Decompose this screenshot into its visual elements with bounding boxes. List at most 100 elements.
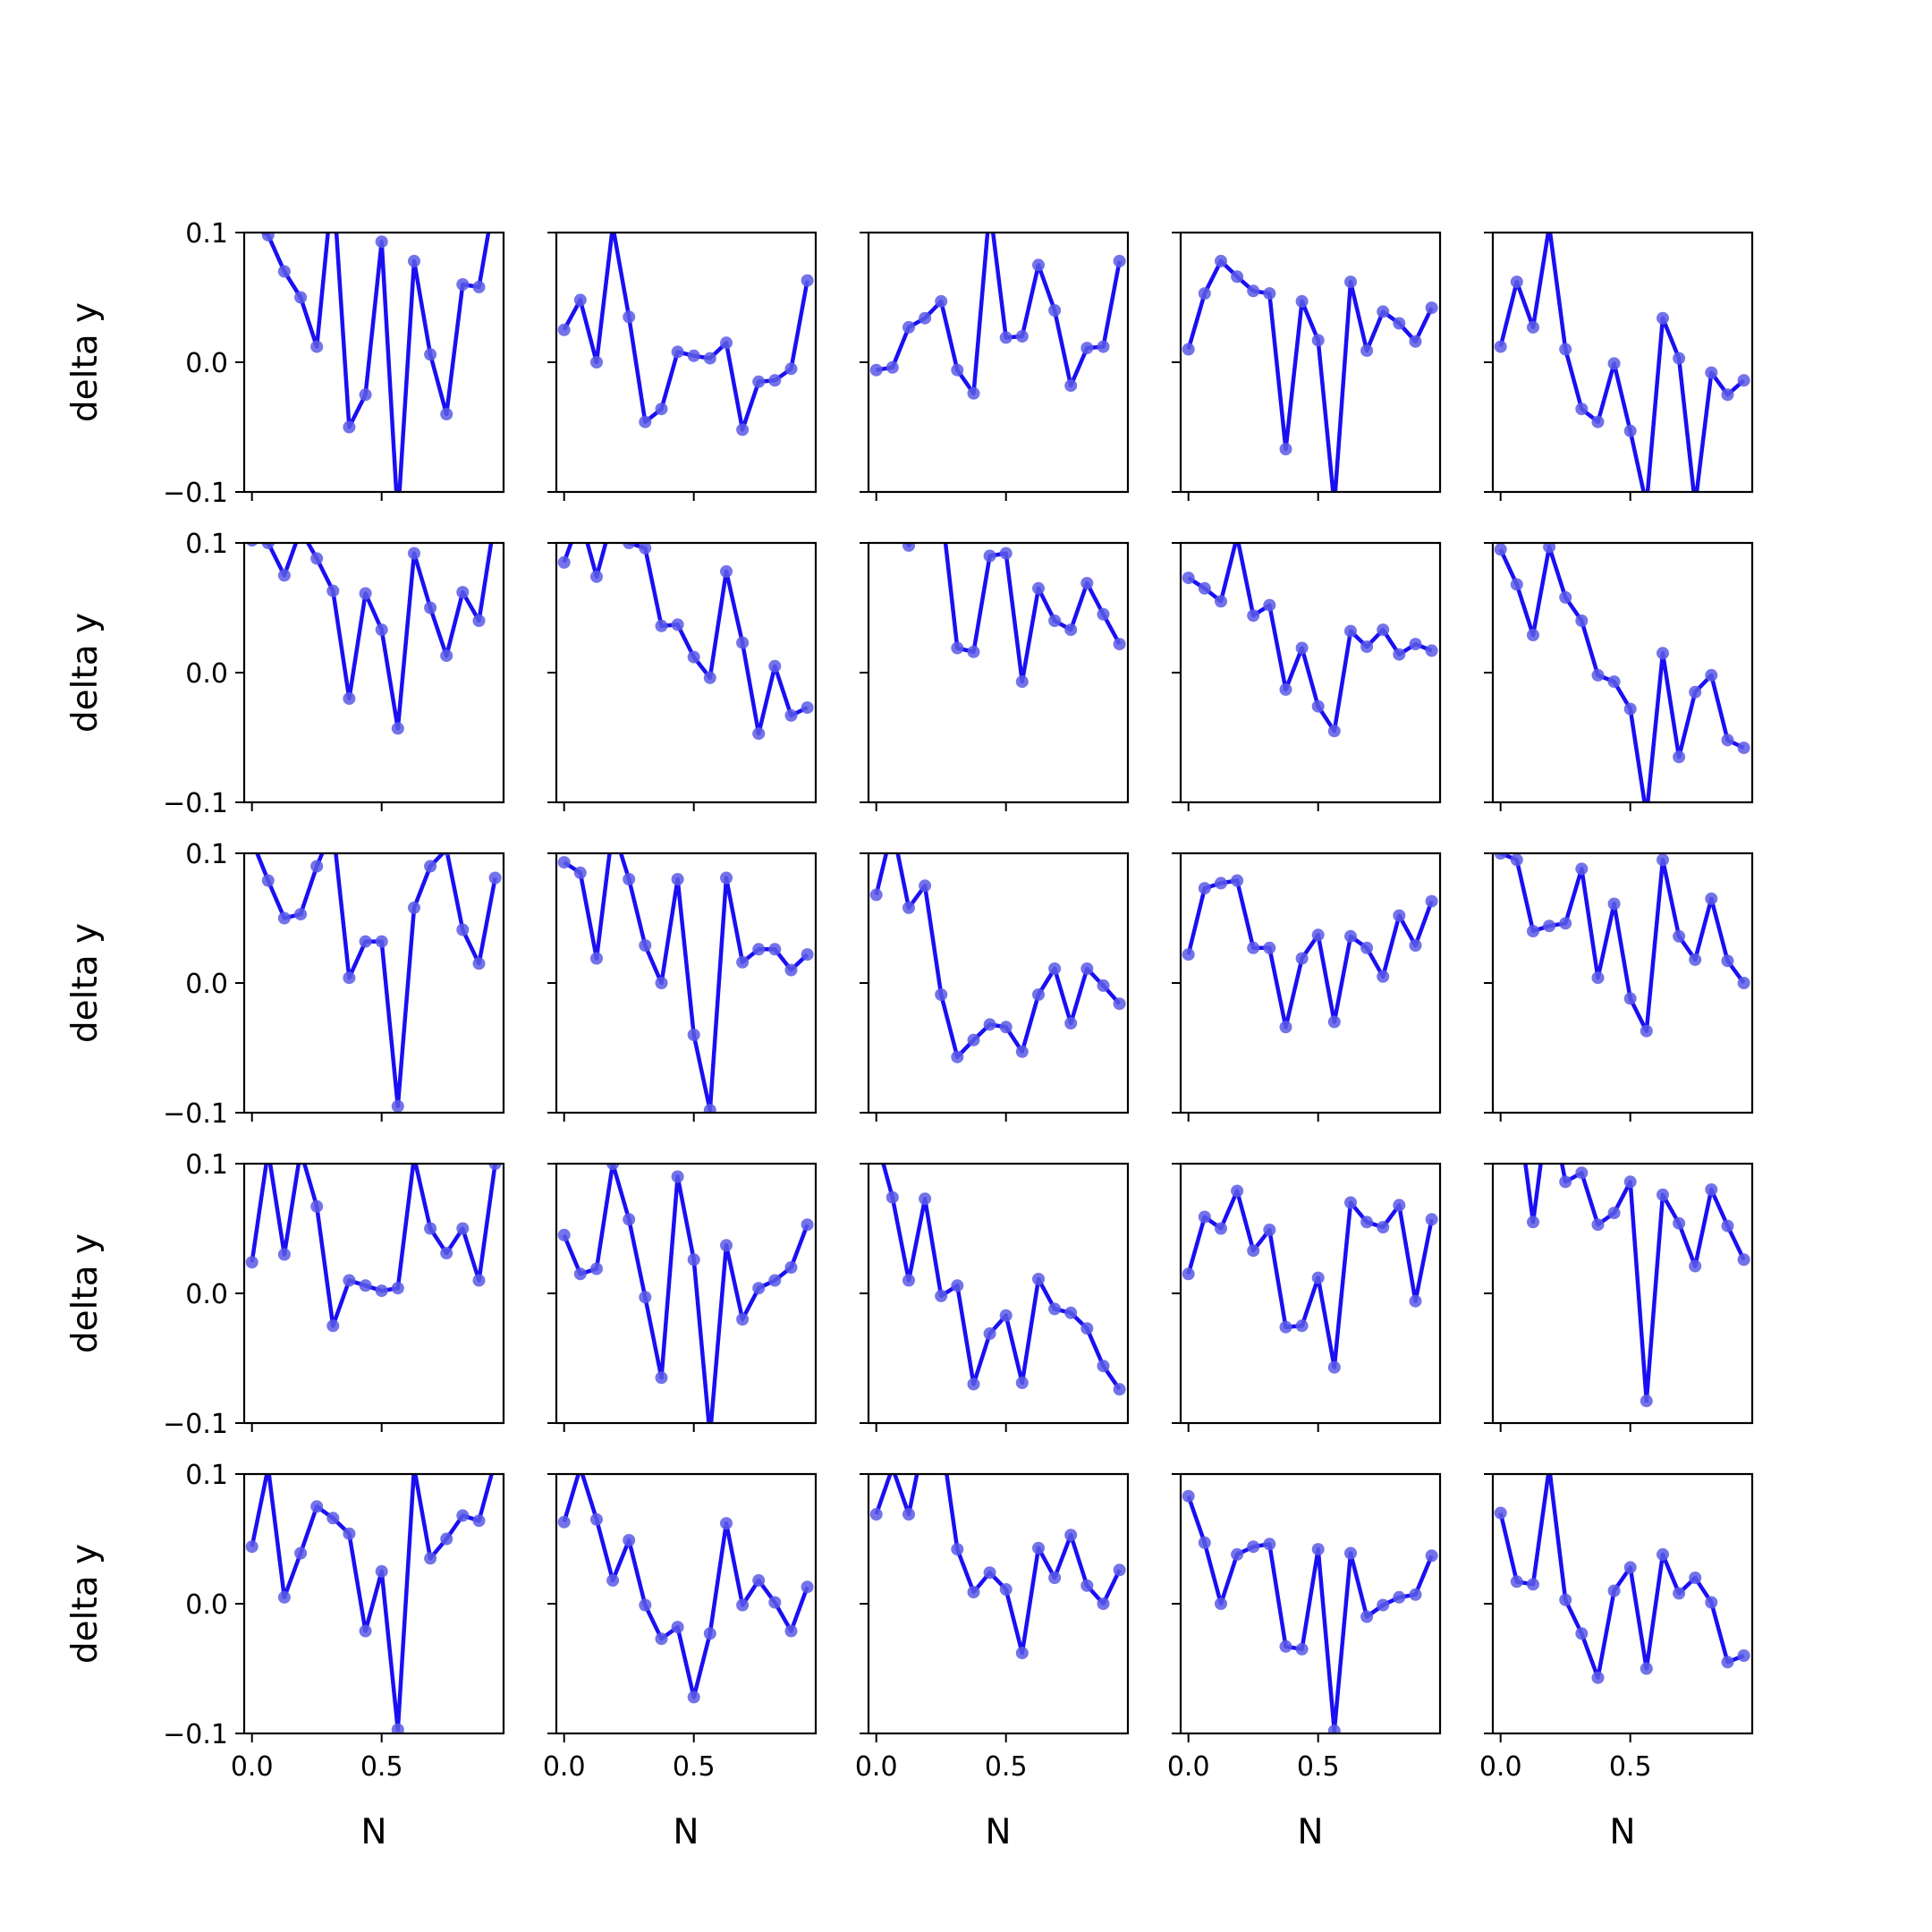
data-point [424, 1222, 437, 1235]
data-point [655, 977, 668, 989]
data-point [951, 1050, 964, 1063]
data-point [1344, 929, 1357, 943]
data-point [704, 1430, 716, 1443]
series-line [1187, 543, 1433, 733]
y-axis-label: delta y [65, 302, 106, 422]
data-point [1657, 1547, 1669, 1561]
subplot-r0c4 [1484, 220, 1754, 501]
data-point [343, 971, 356, 985]
data-point [557, 1228, 571, 1241]
data-point [886, 1462, 899, 1474]
data-point [967, 386, 980, 400]
data-point [768, 659, 782, 673]
data-point [1623, 702, 1637, 716]
data-point [1689, 1572, 1702, 1584]
data-point [472, 1274, 486, 1287]
data-point [1673, 1216, 1686, 1230]
data-point [343, 1274, 356, 1287]
data-point [935, 294, 948, 308]
data-point [1015, 330, 1029, 343]
series-line [1186, 1189, 1434, 1369]
data-point [951, 1279, 964, 1292]
data-point [489, 511, 502, 523]
data-point [1215, 877, 1227, 890]
data-point [1113, 997, 1126, 1011]
data-point [801, 1218, 814, 1232]
data-point [326, 1319, 340, 1333]
data-point [557, 555, 571, 569]
data-point [1327, 724, 1341, 738]
data-point [671, 873, 684, 886]
data-point [1575, 1627, 1589, 1640]
data-point [1048, 614, 1062, 627]
data-point [1263, 1224, 1276, 1236]
data-point [1295, 294, 1309, 308]
data-point [1231, 1184, 1244, 1198]
series-line [905, 543, 1122, 684]
data-point [1721, 388, 1734, 402]
data-point [1543, 543, 1556, 554]
data-point [784, 708, 798, 722]
data-point [983, 1566, 996, 1580]
data-point [489, 1455, 502, 1468]
data-point [736, 1598, 750, 1612]
data-point [720, 871, 733, 885]
data-point [1527, 925, 1539, 937]
data-point [1015, 1377, 1029, 1389]
data-point [1640, 809, 1653, 822]
data-point [391, 1282, 404, 1295]
x-tick-label: 0.0 [855, 1751, 898, 1783]
data-point [1377, 970, 1390, 983]
data-point [623, 1534, 636, 1546]
data-point [424, 860, 437, 873]
data-point [1295, 1642, 1309, 1656]
data-point [1015, 1045, 1029, 1058]
data-point [784, 1624, 798, 1638]
subplot-r1c3 [1172, 530, 1442, 811]
data-point [801, 701, 814, 715]
data-point [310, 1500, 324, 1513]
data-point [1327, 1360, 1341, 1374]
data-point [1543, 220, 1555, 233]
data-point [1231, 530, 1243, 543]
data-point [687, 1690, 700, 1704]
data-point [902, 543, 915, 552]
data-point [1705, 892, 1718, 905]
x-tick-label: 0.0 [543, 1751, 586, 1783]
data-point [456, 586, 470, 599]
data-point [1409, 939, 1422, 952]
series-line [562, 1164, 809, 1423]
data-point [573, 293, 587, 307]
data-point [1113, 1383, 1126, 1396]
data-point [424, 348, 437, 361]
data-point [1409, 335, 1422, 348]
data-point [1032, 258, 1045, 272]
data-point [999, 547, 1013, 560]
series-line [562, 543, 809, 736]
data-point [1510, 578, 1523, 591]
data-point [752, 375, 766, 388]
data-point [1360, 1610, 1374, 1623]
data-point [902, 1508, 915, 1521]
data-point [1409, 638, 1422, 651]
data-point [424, 601, 437, 614]
data-point [1737, 1649, 1750, 1662]
x-axis-label: N [985, 1812, 1011, 1852]
data-point [1215, 1597, 1227, 1610]
data-point [294, 524, 307, 537]
data-point [294, 908, 308, 921]
subplot-r4c2: 0.0 0.5 N [855, 1429, 1130, 1852]
data-point [935, 1429, 947, 1442]
data-point [1377, 305, 1390, 318]
data-point [639, 543, 652, 555]
data-point [1360, 344, 1374, 357]
data-point [1607, 1584, 1621, 1597]
y-tick-label: 0.0 [185, 658, 228, 690]
y-tick-label: 0.0 [185, 969, 228, 1000]
data-point [671, 1621, 684, 1634]
data-point [1393, 648, 1406, 661]
data-point [1721, 733, 1734, 747]
data-point [967, 1033, 980, 1046]
data-point [391, 1723, 404, 1733]
